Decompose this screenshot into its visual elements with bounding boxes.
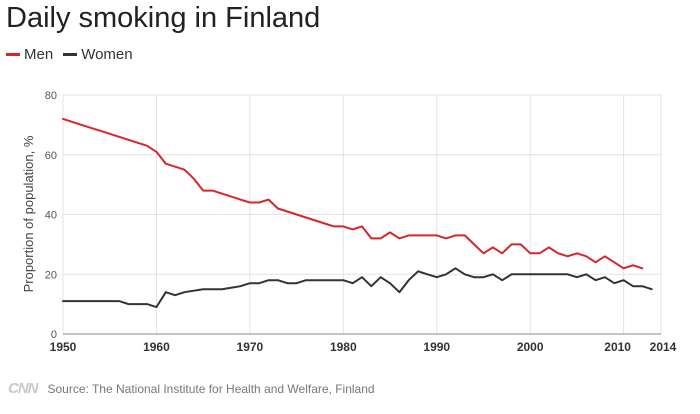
legend-label-women: Women [81, 46, 133, 63]
series-line-women [62, 267, 653, 309]
legend-swatch-men [6, 53, 20, 56]
axis-ticks: 0 20 40 60 80 1950 1960 1970 1980 1990 2000 2010 201… [45, 90, 677, 354]
legend-swatch-women [63, 53, 78, 56]
source-note: Source: The National Institute for Healt… [47, 381, 375, 396]
chart-title: Daily smoking in Finland [6, 2, 321, 34]
series-line-men [62, 117, 644, 270]
x-tick-label: 2000 [517, 340, 544, 354]
x-tick-label: 1960 [143, 340, 170, 354]
y-tick-label: 20 [45, 269, 57, 281]
y-tick-label: 60 [45, 150, 57, 162]
legend-label-men: Men [24, 46, 54, 63]
x-tick-label: 1970 [237, 340, 264, 354]
x-tick-label: 1980 [330, 340, 357, 354]
series-lines [62, 117, 653, 309]
x-tick-label: 1950 [50, 340, 77, 354]
chart-legend: Men Women [6, 46, 133, 63]
x-tick-label: 2014 [650, 340, 677, 354]
x-tick-label: 2010 [604, 340, 631, 354]
grid [62, 94, 662, 335]
y-tick-label: 40 [45, 210, 57, 222]
legend-item-women: Women [63, 46, 133, 63]
x-tick-label: 1990 [423, 340, 450, 354]
footer: CNN Source: The National Institute for H… [8, 380, 375, 397]
cnn-logo: CNN [8, 380, 38, 397]
y-tick-label: 0 [51, 329, 57, 341]
y-tick-label: 80 [45, 90, 57, 102]
legend-item-men: Men [6, 46, 53, 63]
y-axis-label: Proportion of population, % [21, 135, 36, 292]
